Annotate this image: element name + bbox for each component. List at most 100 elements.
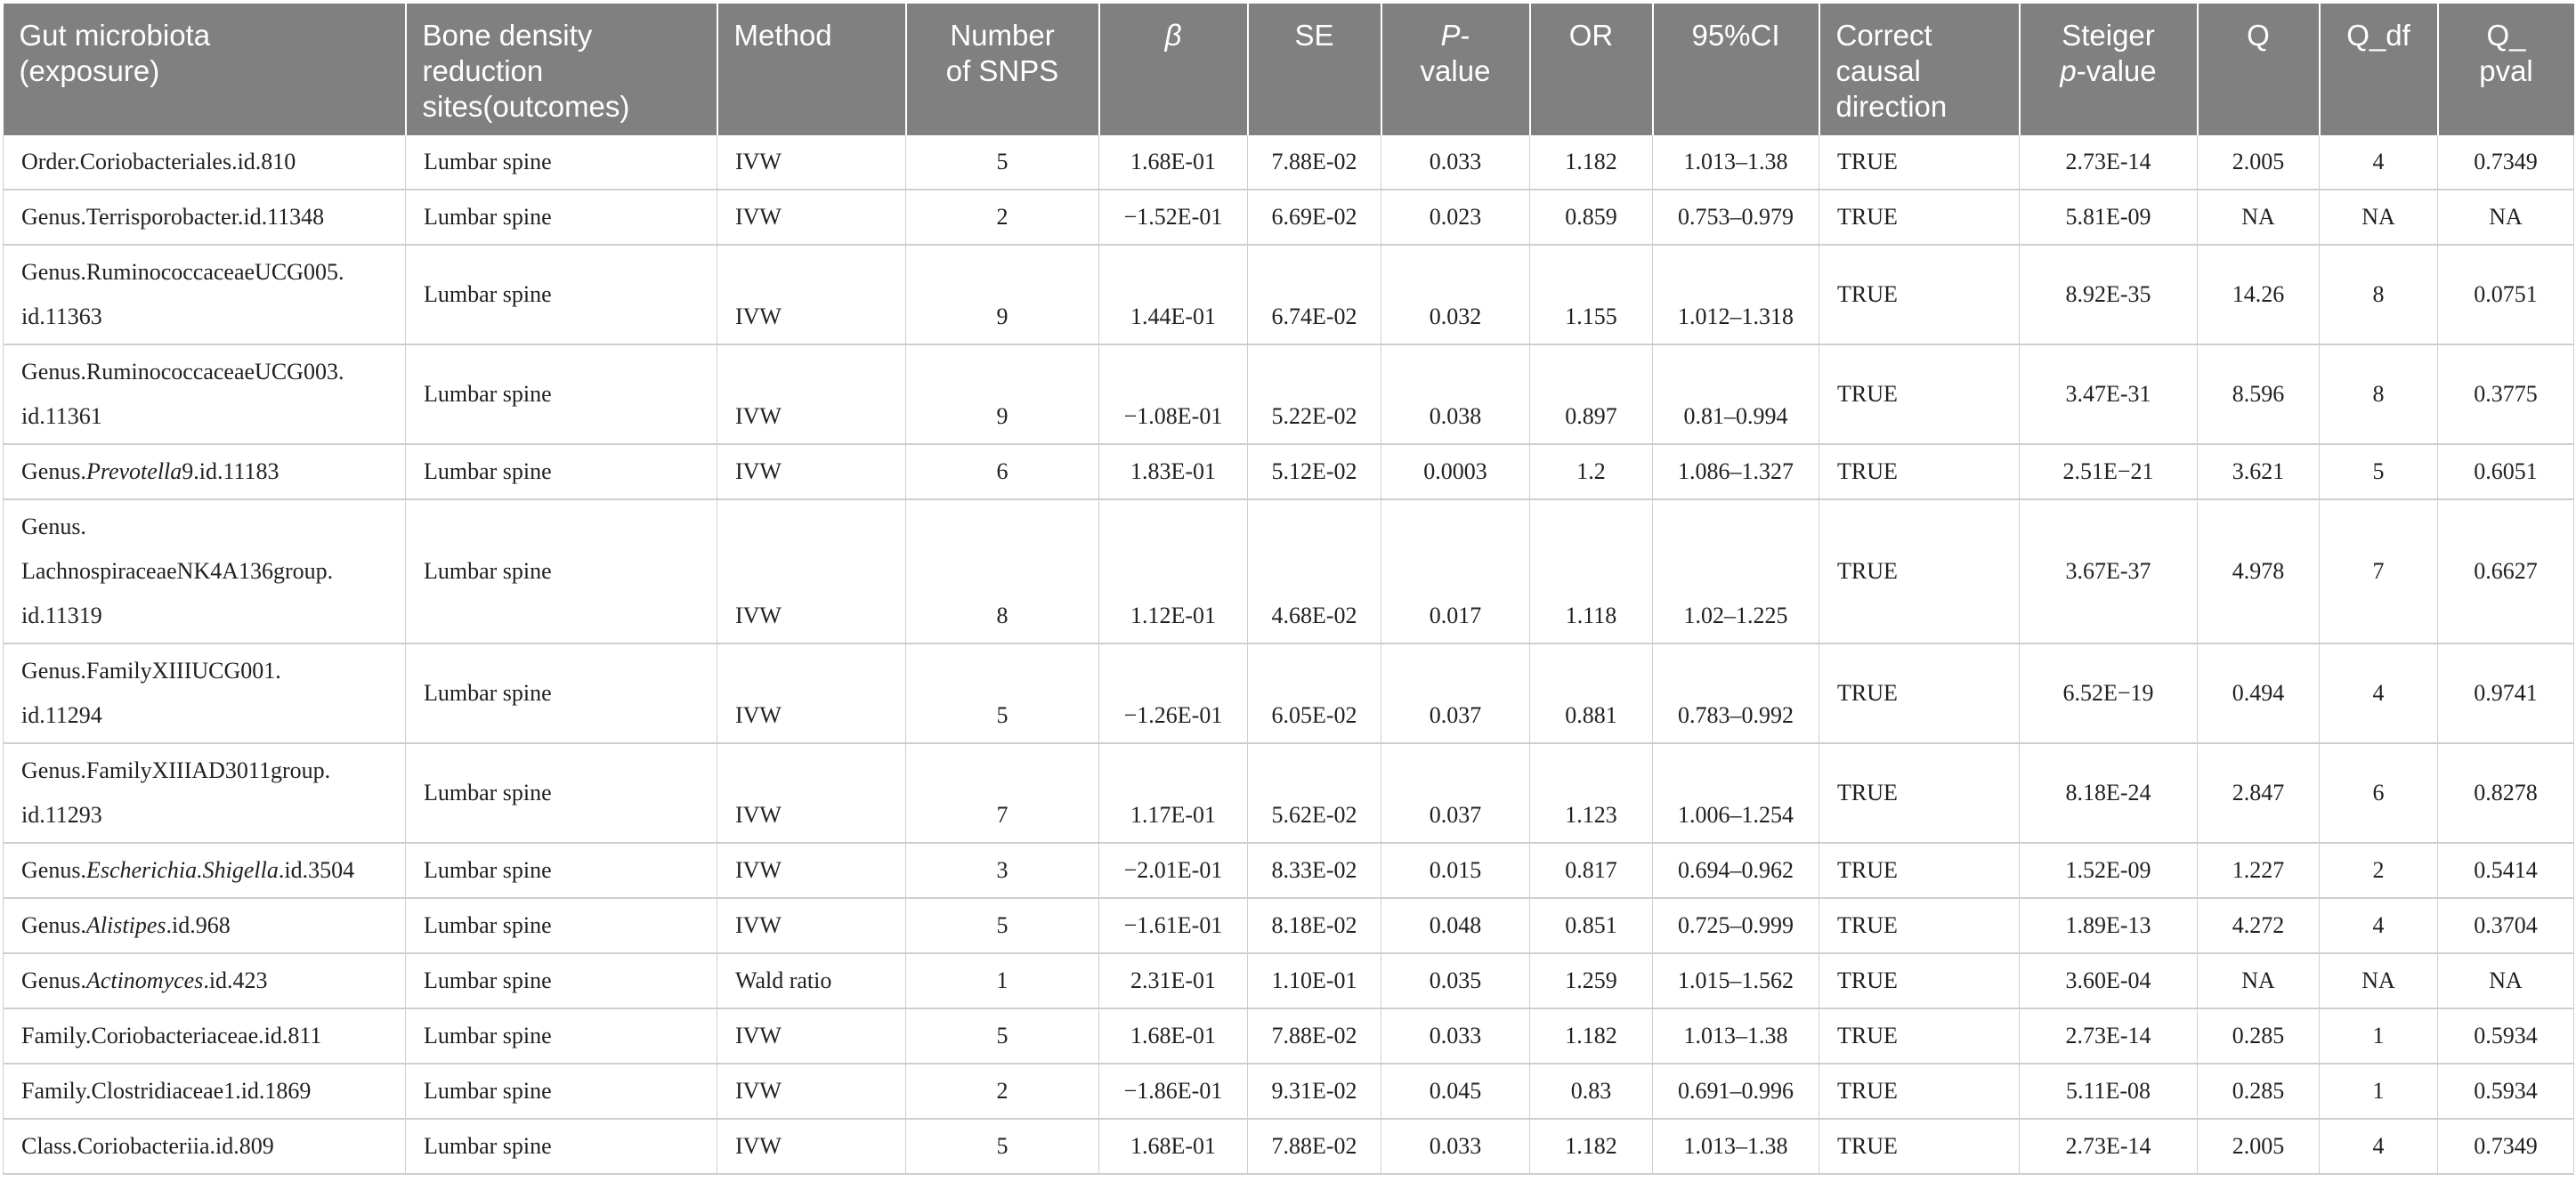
outcome-cell: Lumbar spine: [405, 1008, 717, 1065]
q-cell: 1.227: [2197, 843, 2320, 899]
steiger-cell: 5.11E-08: [2019, 1064, 2198, 1120]
q-cell: 2.005: [2197, 1119, 2320, 1175]
header-snps: Number of SNPS: [905, 4, 1100, 135]
table-row: Order.Coriobacteriales.id.810 Lumbar spin…: [3, 135, 2574, 190]
ci-cell: 0.691–0.996: [1652, 1064, 1819, 1120]
table-row: Genus.RuminococcaceaeUCG003. id.11361 Lumb…: [3, 344, 2574, 445]
exposure-line: Genus.Alistipes.id.968: [21, 912, 231, 938]
exposure-line: Genus.Actinomyces.id.423: [21, 967, 268, 993]
or-cell: 1.118: [1529, 499, 1653, 644]
q-df-cell: 8: [2319, 344, 2438, 445]
steiger-cell: 8.92E-35: [2019, 245, 2198, 345]
steiger-cell: 3.67E-37: [2019, 499, 2198, 644]
exposure-cell: Order.Coriobacteriales.id.810: [3, 135, 406, 190]
exposure-line: id.11293: [21, 802, 102, 828]
ci-cell: 0.753–0.979: [1652, 190, 1819, 246]
p-value-cell: 0.033: [1381, 1119, 1530, 1175]
se-cell: 8.33E-02: [1247, 843, 1381, 899]
exposure-line: id.11319: [21, 603, 102, 628]
beta-cell: 1.17E-01: [1098, 743, 1248, 844]
snps-cell: 3: [905, 843, 1099, 899]
steiger-cell: 1.89E-13: [2019, 898, 2198, 954]
q-df-cell: 4: [2319, 898, 2438, 954]
table-row: Genus.Escherichia.Shigella.id.3504 Lumbar…: [3, 843, 2574, 899]
ci-cell: 1.013–1.38: [1652, 1008, 1819, 1065]
snps-cell: 5: [905, 644, 1099, 744]
direction-cell: TRUE: [1819, 644, 2020, 744]
snps-cell: 9: [905, 344, 1099, 445]
q-df-cell: 1: [2319, 1008, 2438, 1065]
q-df-cell: 4: [2319, 135, 2438, 190]
direction-cell: TRUE: [1819, 135, 2020, 190]
snps-cell: 6: [905, 444, 1099, 500]
beta-cell: −1.86E-01: [1098, 1064, 1248, 1120]
exposure-line: Genus.Escherichia.Shigella.id.3504: [21, 857, 355, 883]
exposure-line: id.11294: [21, 702, 102, 728]
direction-cell: TRUE: [1819, 245, 2020, 345]
outcome-cell: Lumbar spine: [405, 190, 717, 246]
or-cell: 0.881: [1529, 644, 1653, 744]
outcome-cell: Lumbar spine: [405, 135, 717, 190]
ci-cell: 1.086–1.327: [1652, 444, 1819, 500]
q-cell: 0.494: [2197, 644, 2320, 744]
beta-cell: −1.61E-01: [1098, 898, 1248, 954]
direction-cell: TRUE: [1819, 499, 2020, 644]
method-cell: IVW: [717, 245, 906, 345]
steiger-cell: 2.73E-14: [2019, 1008, 2198, 1065]
method-cell: IVW: [717, 1008, 906, 1065]
q-df-cell: 6: [2319, 743, 2438, 844]
beta-cell: −1.52E-01: [1098, 190, 1248, 246]
q-cell: 0.285: [2197, 1064, 2320, 1120]
method-cell: IVW: [717, 190, 906, 246]
ci-cell: 0.694–0.962: [1652, 843, 1819, 899]
q-pval-cell: 0.7349: [2437, 1119, 2574, 1175]
table-row: Genus.Alistipes.id.968 Lumbar spine IVW 5 −1…: [3, 898, 2574, 954]
steiger-cell: 2.73E-14: [2019, 135, 2198, 190]
beta-cell: −1.26E-01: [1098, 644, 1248, 744]
header-steiger: Steiger p-value: [2019, 4, 2199, 135]
q-df-cell: 2: [2319, 843, 2438, 899]
beta-cell: 1.12E-01: [1098, 499, 1248, 644]
snps-cell: 5: [905, 1119, 1099, 1175]
se-cell: 9.31E-02: [1247, 1064, 1381, 1120]
se-cell: 5.62E-02: [1247, 743, 1381, 844]
p-value-cell: 0.037: [1381, 644, 1530, 744]
exposure-line: Class.Coriobacteriia.id.809: [21, 1133, 274, 1159]
ci-cell: 1.013–1.38: [1652, 135, 1819, 190]
table-row: Genus.Prevotella9.id.11183 Lumbar spine IV…: [3, 444, 2574, 500]
q-pval-cell: 0.9741: [2437, 644, 2574, 744]
exposure-cell: Genus.FamilyXIIIAD3011group. id.11293: [3, 743, 406, 844]
table-row: Genus.FamilyXIIIUCG001. id.11294 Lumbar sp…: [3, 644, 2574, 744]
header-p-value: P- value: [1381, 4, 1531, 135]
outcome-cell: Lumbar spine: [405, 843, 717, 899]
or-cell: 1.2: [1529, 444, 1653, 500]
steiger-cell: 2.51E−21: [2019, 444, 2198, 500]
beta-cell: 1.68E-01: [1098, 1008, 1248, 1065]
header-ci: 95%CI: [1652, 4, 1820, 135]
snps-cell: 1: [905, 953, 1099, 1009]
table-row: Genus.Actinomyces.id.423 Lumbar spine Wald…: [3, 953, 2574, 1009]
q-pval-cell: 0.3704: [2437, 898, 2574, 954]
ci-cell: 0.725–0.999: [1652, 898, 1819, 954]
method-cell: IVW: [717, 444, 906, 500]
exposure-line: Genus.Terrisporobacter.id.11348: [21, 204, 325, 230]
outcome-cell: Lumbar spine: [405, 444, 717, 500]
q-df-cell: NA: [2319, 190, 2438, 246]
snps-cell: 5: [905, 1008, 1099, 1065]
snps-cell: 2: [905, 190, 1099, 246]
steiger-cell: 3.47E-31: [2019, 344, 2198, 445]
beta-cell: −2.01E-01: [1098, 843, 1248, 899]
steiger-cell: 6.52E−19: [2019, 644, 2198, 744]
exposure-line: LachnospiraceaeNK4A136group.: [21, 558, 334, 584]
snps-cell: 5: [905, 135, 1099, 190]
exposure-cell: Genus.Alistipes.id.968: [3, 898, 406, 954]
exposure-cell: Genus. LachnospiraceaeNK4A136group. id.113…: [3, 499, 406, 644]
method-cell: IVW: [717, 344, 906, 445]
se-cell: 5.12E-02: [1247, 444, 1381, 500]
p-value-cell: 0.045: [1381, 1064, 1530, 1120]
p-value-cell: 0.035: [1381, 953, 1530, 1009]
steiger-cell: 8.18E-24: [2019, 743, 2198, 844]
exposure-cell: Genus.Escherichia.Shigella.id.3504: [3, 843, 406, 899]
exposure-cell: Class.Coriobacteriia.id.809: [3, 1119, 406, 1175]
header-method: Method: [717, 4, 907, 135]
